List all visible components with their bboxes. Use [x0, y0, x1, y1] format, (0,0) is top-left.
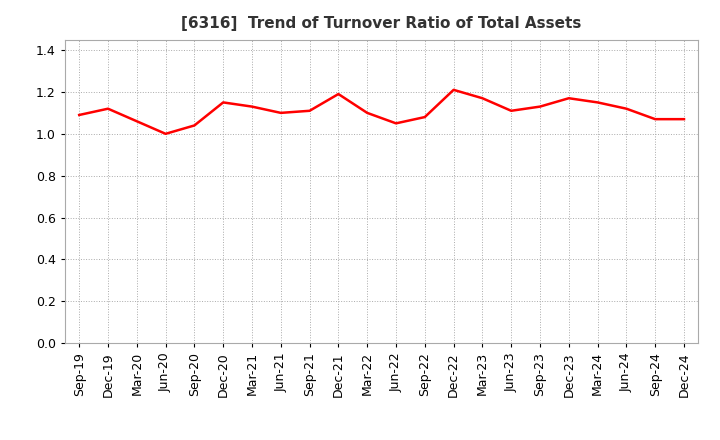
Title: [6316]  Trend of Turnover Ratio of Total Assets: [6316] Trend of Turnover Ratio of Total …	[181, 16, 582, 32]
